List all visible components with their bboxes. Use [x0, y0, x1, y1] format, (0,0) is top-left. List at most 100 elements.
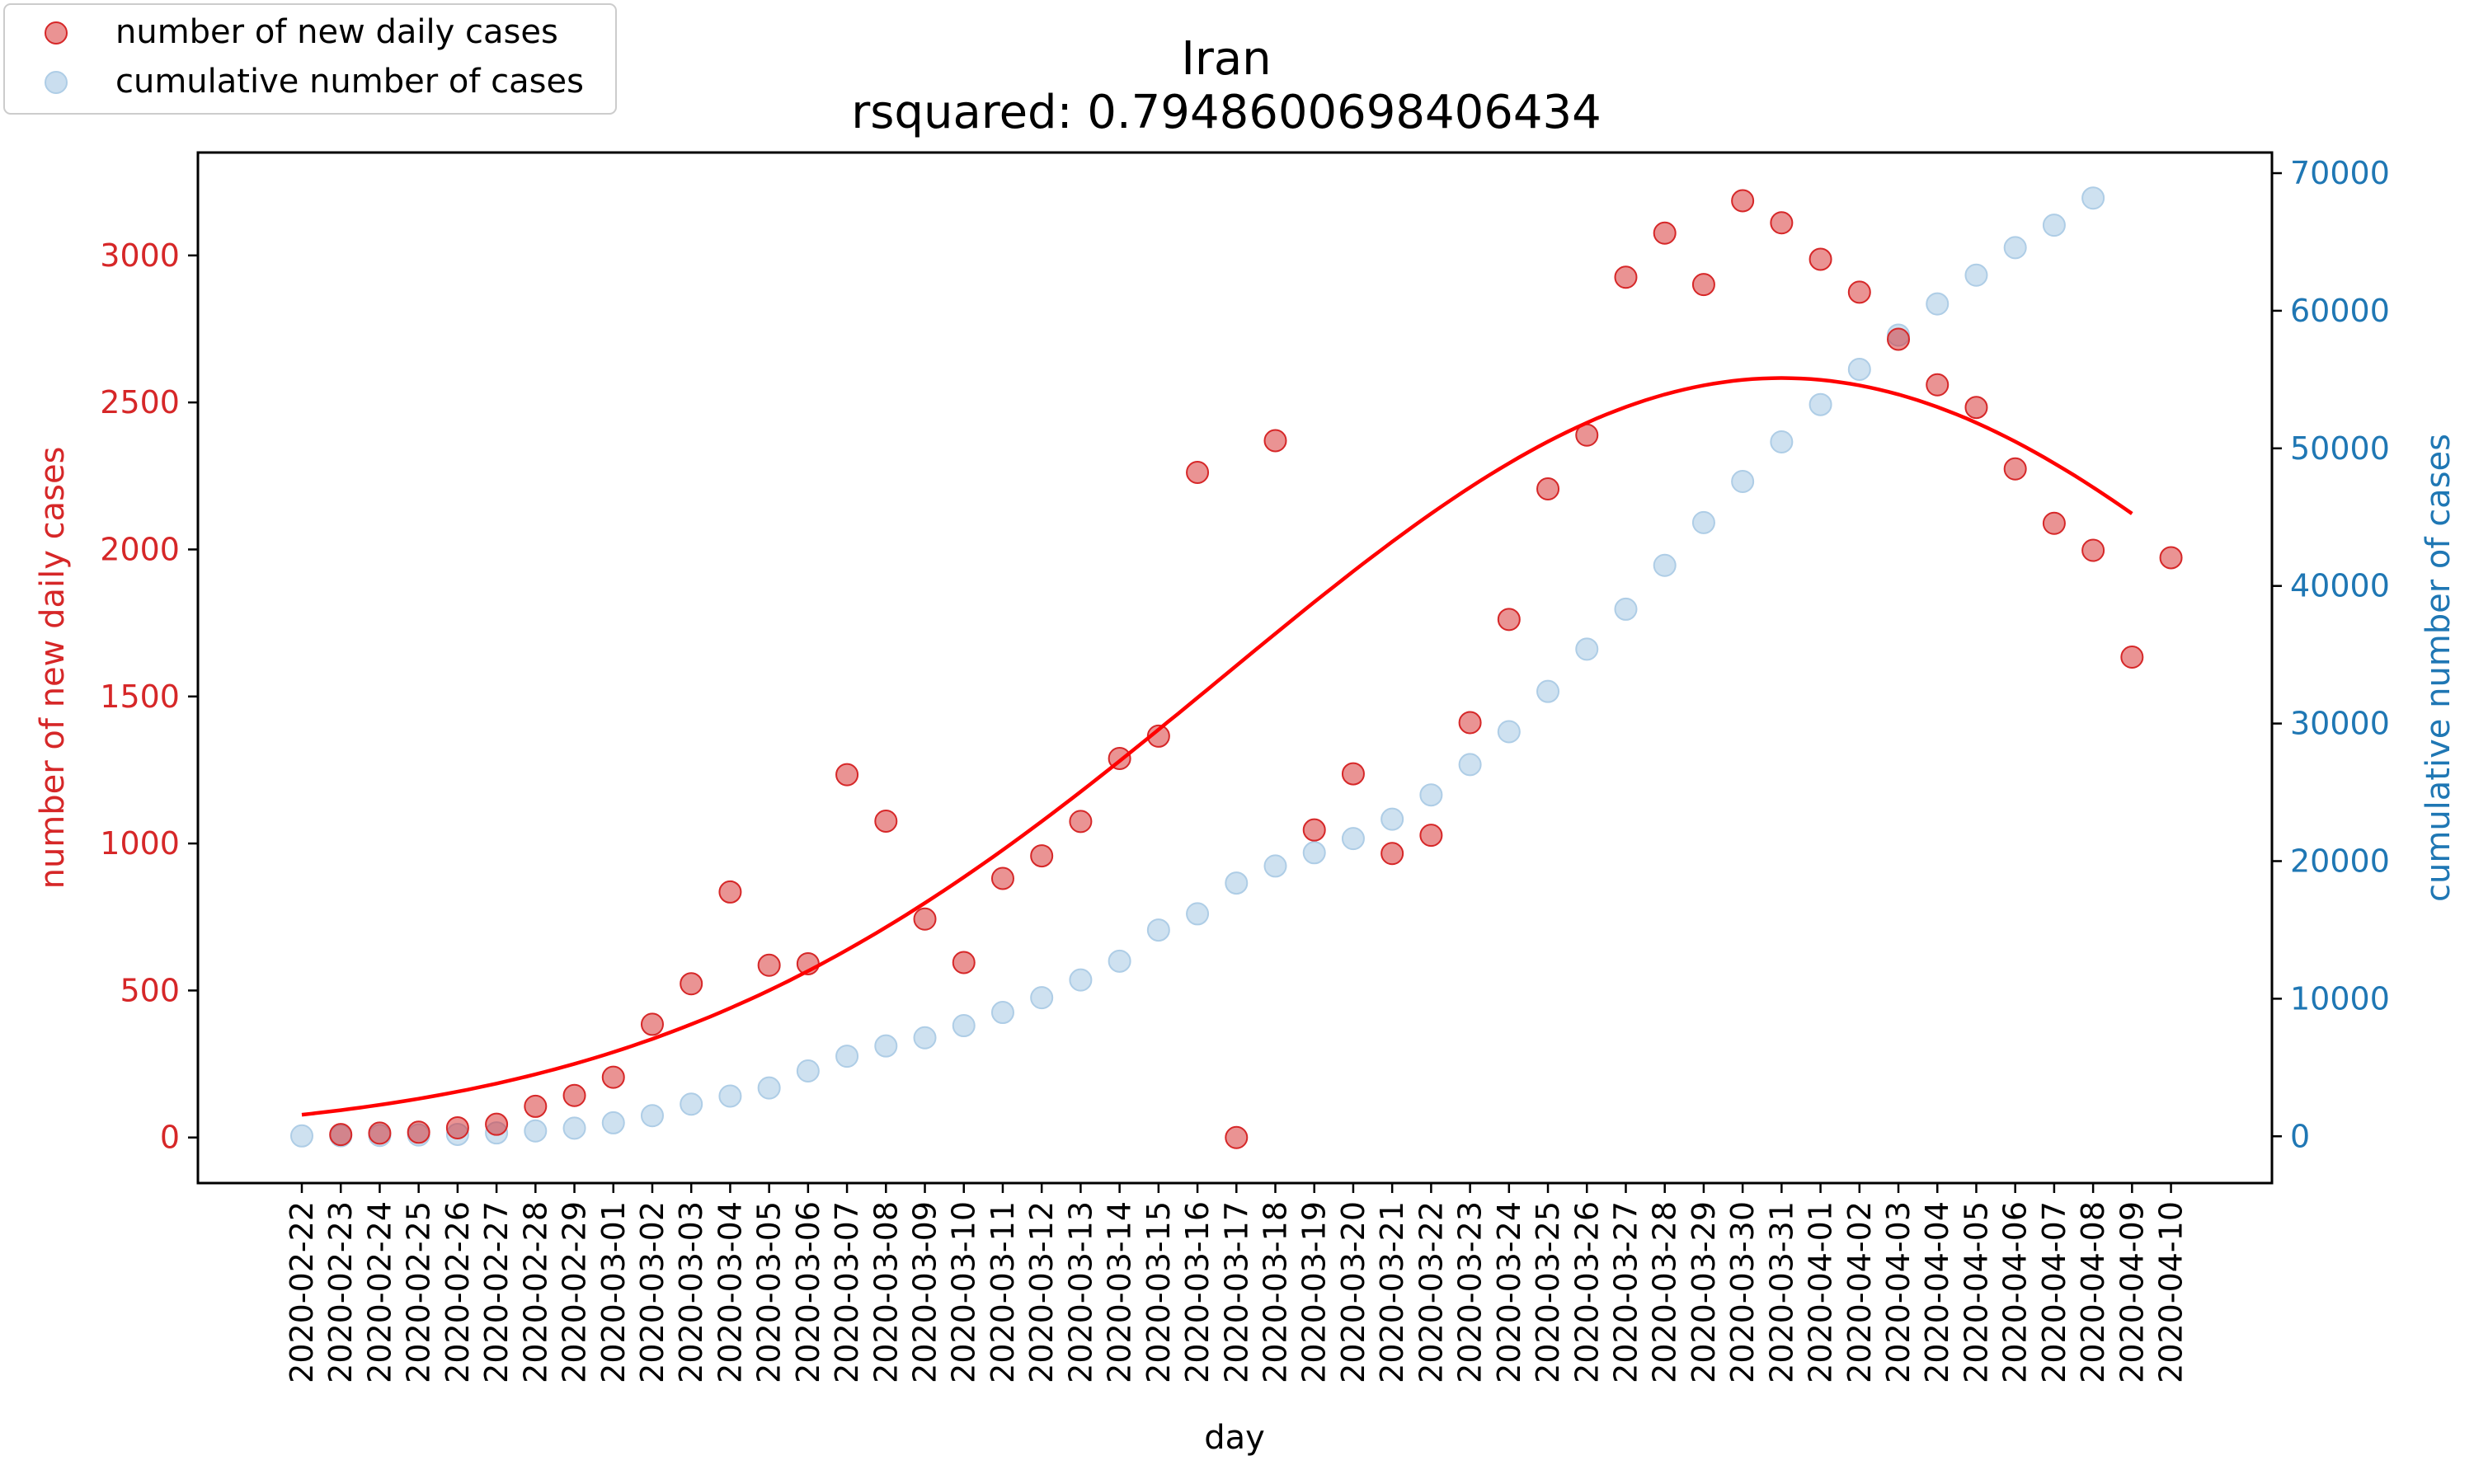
cumulative-point — [1926, 292, 1950, 316]
cumulative-point — [1497, 720, 1521, 744]
x-tick-label: 2020-03-27 — [1607, 1201, 1644, 1383]
daily-point — [1302, 818, 1326, 842]
y-right-tick-label: 10000 — [2290, 980, 2390, 1017]
cumulative-point — [1419, 783, 1443, 807]
x-tick-label: 2020-03-26 — [1569, 1201, 1605, 1383]
daily-point — [718, 880, 742, 904]
daily-point — [1964, 396, 1988, 420]
daily-point — [952, 951, 976, 974]
x-tick-label: 2020-03-31 — [1763, 1201, 1799, 1383]
daily-point — [835, 763, 859, 787]
daily-point — [990, 866, 1014, 890]
x-tick-label: 2020-04-06 — [1997, 1201, 2034, 1383]
daily-point — [1225, 1125, 1249, 1149]
x-tick-label: 2020-03-30 — [1724, 1201, 1761, 1383]
x-tick-label: 2020-04-05 — [1958, 1201, 1994, 1383]
legend: number of new daily cases cumulative num… — [3, 3, 617, 115]
cumulative-point — [990, 1001, 1014, 1025]
cumulative-point — [680, 1092, 703, 1116]
x-axis-label: day — [1204, 1419, 1265, 1457]
x-tick-label: 2020-04-09 — [2114, 1201, 2150, 1383]
x-tick-label: 2020-03-03 — [673, 1201, 709, 1383]
fit-line — [301, 376, 2133, 1117]
cumulative-point — [601, 1111, 625, 1134]
cumulative-point — [290, 1124, 313, 1148]
cumulative-point — [1030, 986, 1054, 1010]
cumulative-point — [1653, 553, 1677, 577]
y-right-tick-label: 50000 — [2290, 430, 2390, 467]
cumulative-point — [562, 1116, 586, 1140]
legend-label-daily: number of new daily cases — [115, 13, 558, 51]
x-tick-label: 2020-03-14 — [1102, 1201, 1138, 1383]
daily-point — [1653, 221, 1677, 245]
cumulative-point — [913, 1026, 937, 1050]
daily-series — [329, 189, 2183, 1149]
x-tick-label: 2020-04-01 — [1803, 1201, 1839, 1383]
daily-point — [913, 907, 937, 931]
x-tick-label: 2020-03-21 — [1374, 1201, 1410, 1383]
legend-label-cumulative: cumulative number of cases — [115, 63, 584, 101]
y-right-tick-label: 70000 — [2290, 155, 2390, 191]
cumulative-point — [2081, 186, 2105, 210]
cumulative-point — [1770, 430, 1794, 454]
x-tick-label: 2020-03-08 — [868, 1201, 904, 1383]
x-tick-label: 2020-04-03 — [1880, 1201, 1917, 1383]
daily-point — [1614, 265, 1638, 289]
daily-point — [1887, 327, 1911, 351]
daily-point — [445, 1115, 469, 1139]
daily-point — [1847, 280, 1871, 304]
x-tick-label: 2020-02-27 — [478, 1201, 515, 1383]
chart-subtitle: rsquared: 0.7948600698406434 — [851, 86, 1602, 139]
cumulative-point — [640, 1104, 664, 1128]
daily-point — [1926, 373, 1950, 397]
x-tick-label: 2020-02-22 — [284, 1201, 320, 1383]
cumulative-point — [1263, 854, 1287, 878]
x-tick-label: 2020-02-25 — [401, 1201, 437, 1383]
cumulative-point — [1964, 263, 1988, 287]
y-axis-left-label: number of new daily cases — [34, 447, 72, 890]
y-right-tick-label: 40000 — [2290, 568, 2390, 604]
cumulative-point — [1614, 597, 1638, 621]
cumulative-point — [1575, 637, 1599, 661]
daily-point — [1419, 824, 1443, 848]
daily-point — [524, 1094, 548, 1118]
x-tick-label: 2020-03-19 — [1296, 1201, 1333, 1383]
x-tick-label: 2020-03-01 — [595, 1201, 632, 1383]
cumulative-point — [1808, 392, 1832, 416]
daily-point — [1536, 477, 1560, 500]
x-tick-label: 2020-03-11 — [985, 1201, 1021, 1383]
x-tick-label: 2020-03-09 — [907, 1201, 943, 1383]
x-tick-label: 2020-03-28 — [1647, 1201, 1683, 1383]
y-right-tick-label: 60000 — [2290, 293, 2390, 329]
cumulative-point — [1069, 968, 1093, 992]
x-tick-label: 2020-03-05 — [751, 1201, 788, 1383]
cumulative-point — [2042, 214, 2066, 237]
y-axis-right-label: cumulative number of cases — [2420, 434, 2458, 902]
cumulative-point — [1302, 841, 1326, 865]
daily-point — [640, 1012, 664, 1036]
x-tick-label: 2020-03-16 — [1179, 1201, 1216, 1383]
x-tick-label: 2020-02-28 — [517, 1201, 553, 1383]
cumulative-point — [1341, 827, 1365, 851]
daily-point — [1808, 247, 1832, 271]
x-tick-label: 2020-04-07 — [2036, 1201, 2072, 1383]
daily-point — [368, 1121, 392, 1145]
daily-point — [407, 1120, 430, 1144]
x-tick-label: 2020-03-25 — [1530, 1201, 1566, 1383]
x-tick-label: 2020-03-02 — [634, 1201, 670, 1383]
daily-point — [680, 972, 703, 996]
x-tick-label: 2020-03-20 — [1335, 1201, 1371, 1383]
chart-title: Iran — [1181, 32, 1271, 86]
daily-point — [874, 809, 898, 833]
x-tick-label: 2020-04-08 — [2075, 1201, 2111, 1383]
x-tick-label: 2020-03-24 — [1491, 1201, 1527, 1383]
y-right-tick-label: 0 — [2290, 1118, 2310, 1154]
cumulative-point — [1225, 871, 1249, 895]
daily-point — [1380, 842, 1404, 866]
daily-point — [1691, 273, 1715, 297]
daily-point — [2042, 511, 2066, 535]
y-left-tick-label: 3000 — [100, 237, 180, 274]
y-left-tick-label: 1000 — [100, 825, 180, 862]
daily-point — [2159, 546, 2183, 570]
